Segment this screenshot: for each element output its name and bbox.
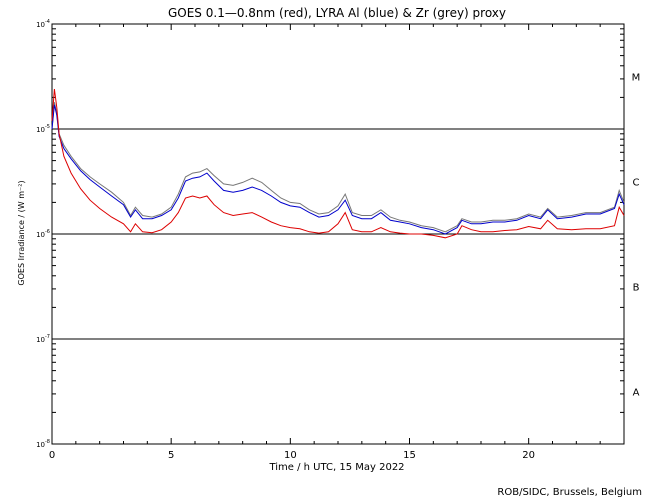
series-line	[51, 104, 625, 235]
chart-title: GOES 0.1—0.8nm (red), LYRA Al (blue) & Z…	[168, 6, 506, 20]
series-line	[51, 102, 625, 233]
y-tick-label: 10-4	[36, 19, 50, 29]
x-tick-label: 0	[49, 450, 55, 461]
y-tick-label: 10-8	[36, 439, 50, 449]
flare-class-label: A	[633, 388, 640, 399]
x-tick-label: 15	[403, 450, 416, 461]
y-tick-label: 10-5	[36, 124, 50, 134]
flare-class-label: B	[633, 283, 640, 294]
y-tick-label: 10-6	[36, 229, 50, 239]
x-tick-label: 5	[168, 450, 174, 461]
x-tick-label: 10	[284, 450, 297, 461]
chart-credit: ROB/SIDC, Brussels, Belgium	[497, 487, 642, 498]
chart-ylabel: GOES Irradiance / (W m⁻²)	[17, 180, 26, 285]
flare-class-label: M	[632, 73, 641, 84]
series-line	[51, 89, 625, 239]
chart-xlabel: Time / h UTC, 15 May 2022	[268, 462, 404, 473]
y-tick-label: 10-7	[36, 334, 50, 344]
plot-area: 0 5 10 15 20 10-8 10-7 10-6 10-5 10-4 A B C M	[36, 19, 640, 461]
flare-class-label: C	[633, 178, 640, 189]
x-tick-label: 20	[522, 450, 535, 461]
